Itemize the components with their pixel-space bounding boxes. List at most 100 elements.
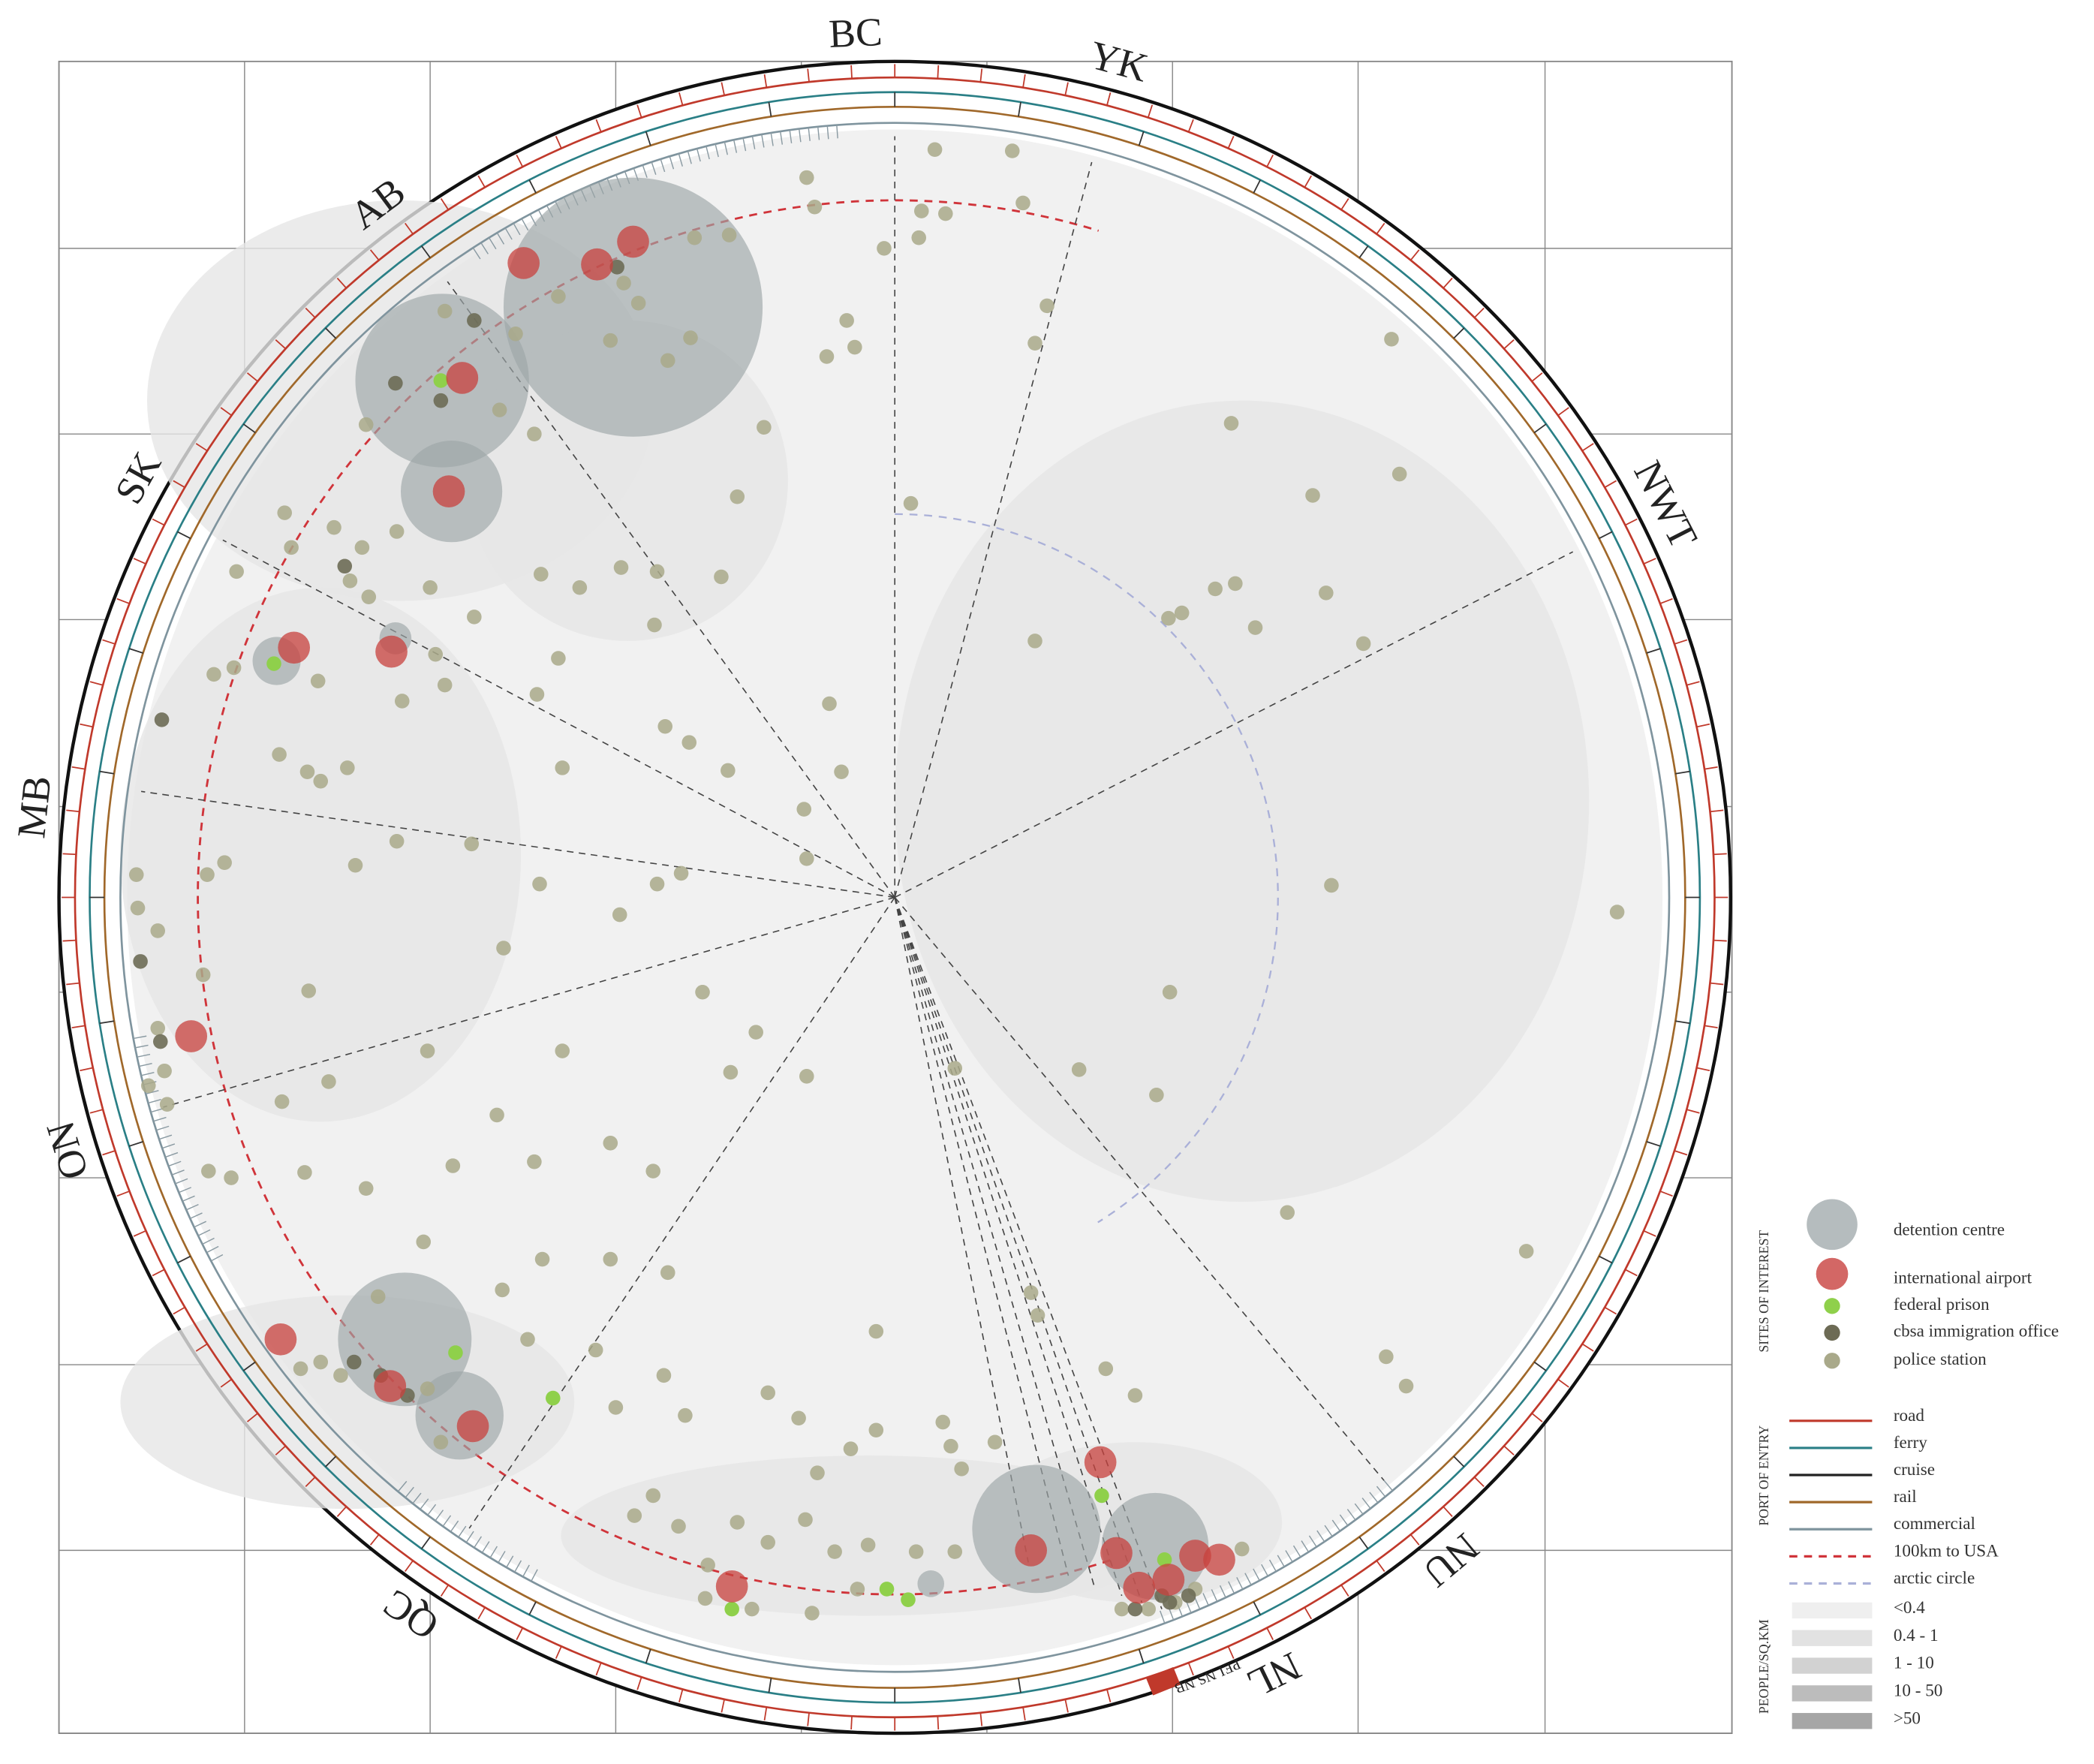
hatch-tick (155, 1125, 170, 1131)
ring-tick (128, 648, 143, 654)
police-station (647, 617, 662, 633)
ring-tick (1358, 1536, 1369, 1549)
ring-tick (369, 249, 380, 261)
police-station (1141, 1601, 1156, 1617)
police-station (947, 1061, 963, 1076)
ring-tick (275, 1445, 287, 1455)
police-station (603, 333, 618, 348)
international-airport (581, 248, 613, 281)
ring-tick (246, 372, 258, 382)
police-station (1027, 634, 1042, 649)
hatch-tick (1301, 1540, 1310, 1552)
police-station (1208, 581, 1223, 597)
police-station (1149, 1087, 1164, 1103)
police-station (721, 763, 736, 778)
police-station (1319, 585, 1334, 601)
federal-prison (724, 1601, 739, 1617)
radial-line (163, 896, 895, 1108)
hatch-tick (651, 161, 657, 175)
police-station (277, 505, 293, 520)
ring-tick (763, 1707, 768, 1720)
ring-tick (1266, 154, 1274, 167)
hatch-tick (190, 1212, 203, 1219)
police-station (1228, 576, 1243, 592)
police-station (533, 567, 549, 582)
police-station (284, 540, 299, 555)
ring-tick (979, 1712, 983, 1726)
legend-label: police station (1894, 1350, 1987, 1369)
international-airport (617, 225, 649, 258)
cbsa-office (1127, 1601, 1143, 1617)
ring-tick (1646, 1141, 1661, 1147)
hatch-tick (1236, 1577, 1244, 1590)
hatch-tick (751, 136, 756, 149)
ring-tick (721, 1699, 725, 1713)
ring-tick (305, 307, 316, 318)
ring-tick (128, 1141, 143, 1147)
ring-tick (1686, 681, 1700, 686)
hatch-tick (133, 1035, 147, 1040)
police-station (508, 326, 523, 342)
police-station (492, 402, 507, 417)
ring-tick (763, 74, 768, 88)
police-station (437, 677, 453, 693)
hatch-tick (168, 1160, 182, 1167)
radial-line (894, 897, 1143, 1603)
ring-tick (678, 92, 684, 106)
ring-tick (116, 598, 130, 604)
radial-line (894, 551, 1574, 899)
police-station (612, 907, 627, 923)
international-airport (432, 475, 465, 508)
police-station (321, 1074, 336, 1089)
police-station (130, 900, 146, 916)
ring-tick (99, 1020, 115, 1025)
police-station (608, 1400, 624, 1415)
hatch-tick (1202, 1593, 1209, 1606)
legend-swatch (1792, 1685, 1873, 1702)
ring-tick (1659, 598, 1673, 604)
hatch-tick (481, 1541, 490, 1553)
hatch-tick (817, 126, 820, 140)
hatch-tick (1376, 1486, 1386, 1498)
police-station (645, 1163, 660, 1179)
ring-tick (195, 443, 208, 452)
legend-swatch (1792, 1657, 1873, 1674)
hatch-tick (435, 1510, 444, 1522)
international-airport (278, 631, 311, 664)
hatch-tick (474, 1536, 483, 1549)
hatch-tick (715, 143, 719, 158)
police-station (423, 579, 438, 595)
ring-tick (1674, 639, 1688, 645)
ring-tick (369, 1534, 380, 1546)
police-station (805, 1606, 820, 1621)
ring-tick (1106, 92, 1112, 106)
hatch-tick (1194, 1597, 1201, 1610)
hatch-tick (1159, 1610, 1166, 1624)
ring-tick (1710, 809, 1724, 813)
federal-prison (901, 1592, 916, 1607)
radial-line (468, 897, 895, 1529)
ring-tick (1686, 1109, 1700, 1114)
police-station (150, 923, 165, 938)
cbsa-office (609, 260, 624, 275)
ring-tick (1227, 135, 1235, 149)
police-station (358, 417, 374, 432)
police-station (340, 760, 355, 775)
police-station (128, 867, 144, 882)
legend-swatch (1792, 1713, 1873, 1729)
ring-tick (1138, 131, 1145, 146)
radial-line (894, 897, 1070, 1576)
legend-symbol (1824, 1324, 1840, 1341)
international-airport (375, 635, 408, 668)
police-station (206, 667, 221, 682)
ring-tick (1604, 1306, 1617, 1315)
police-station (843, 1441, 859, 1456)
police-station (834, 764, 849, 780)
police-station (313, 1354, 329, 1370)
police-station (671, 1519, 686, 1534)
hatch-tick (506, 1555, 514, 1568)
ring-tick (678, 1689, 684, 1702)
police-station (200, 867, 215, 882)
